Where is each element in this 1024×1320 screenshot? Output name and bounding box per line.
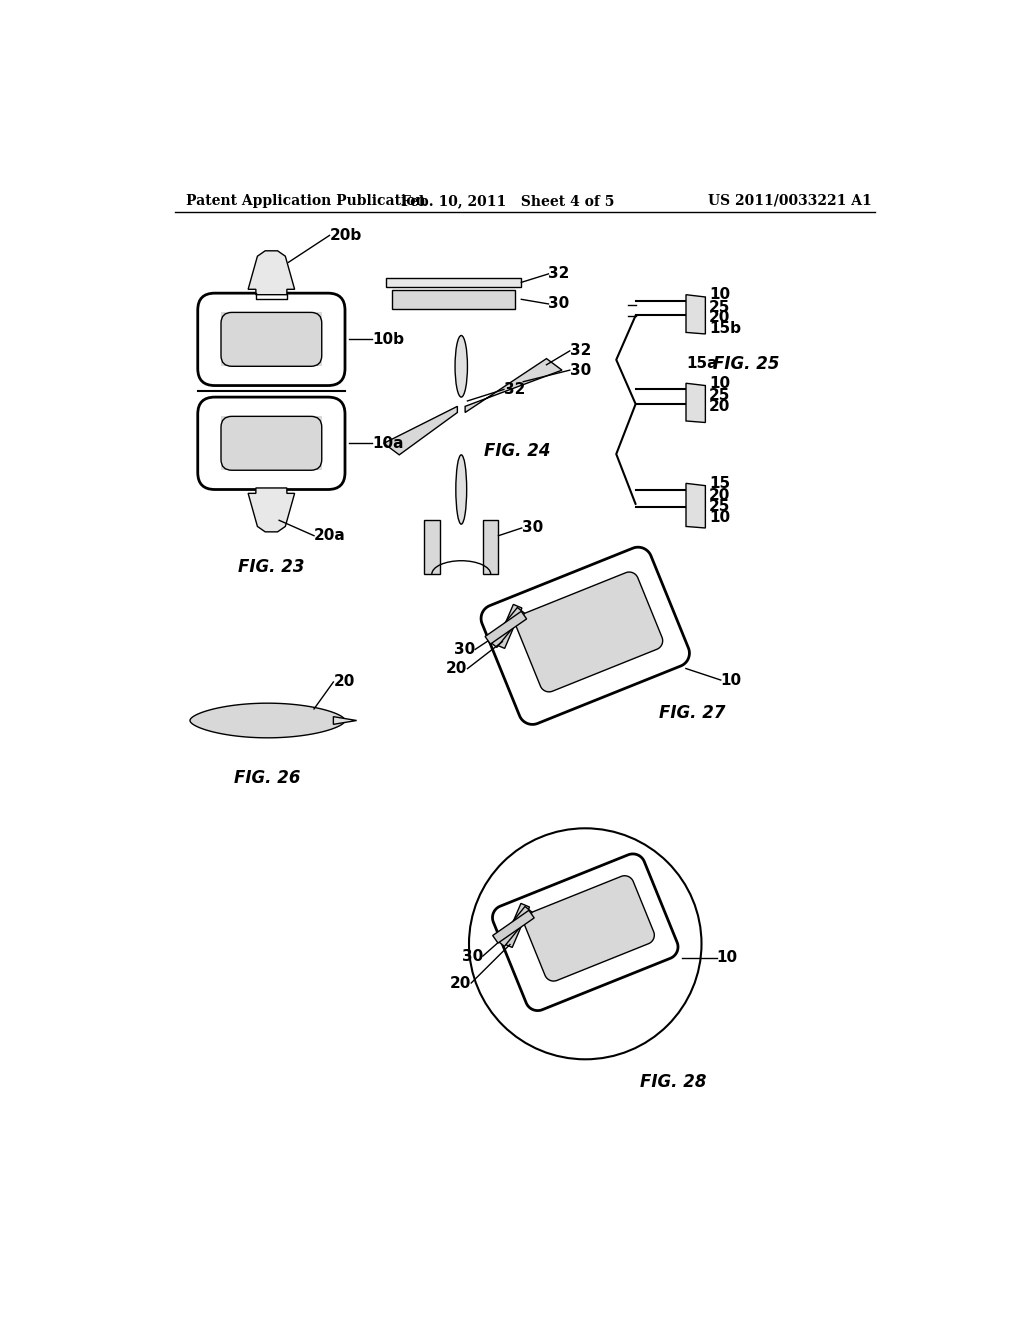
Text: 32: 32 — [569, 343, 591, 359]
Polygon shape — [493, 854, 678, 1011]
Text: 15: 15 — [710, 475, 730, 491]
Polygon shape — [481, 548, 689, 725]
Text: 25: 25 — [710, 499, 731, 513]
Polygon shape — [334, 717, 356, 725]
Text: 30: 30 — [521, 520, 543, 536]
Polygon shape — [384, 407, 458, 455]
FancyBboxPatch shape — [198, 293, 345, 385]
Text: 15a: 15a — [686, 356, 718, 371]
Text: FIG. 26: FIG. 26 — [234, 770, 301, 787]
Polygon shape — [498, 907, 532, 946]
Polygon shape — [485, 611, 526, 644]
Text: 10: 10 — [710, 376, 730, 391]
Text: 10a: 10a — [372, 436, 403, 451]
Text: 20: 20 — [710, 310, 731, 325]
Bar — [386, 277, 521, 286]
Text: FIG. 24: FIG. 24 — [484, 442, 551, 459]
Polygon shape — [496, 605, 522, 648]
Text: 20: 20 — [710, 399, 731, 414]
Polygon shape — [493, 911, 535, 942]
Text: 20b: 20b — [330, 228, 361, 243]
Bar — [483, 520, 499, 574]
Text: Feb. 10, 2011   Sheet 4 of 5: Feb. 10, 2011 Sheet 4 of 5 — [401, 194, 614, 207]
Text: 20a: 20a — [314, 528, 346, 544]
Text: 32: 32 — [549, 267, 569, 281]
Bar — [221, 416, 322, 470]
Bar — [392, 290, 515, 309]
Bar — [392, 290, 515, 309]
Text: 30: 30 — [454, 642, 475, 657]
Polygon shape — [248, 488, 295, 532]
Text: FIG. 25: FIG. 25 — [713, 355, 779, 372]
Ellipse shape — [455, 335, 467, 397]
Polygon shape — [686, 294, 706, 334]
Text: FIG. 27: FIG. 27 — [658, 704, 725, 722]
FancyBboxPatch shape — [198, 397, 345, 490]
Bar — [424, 520, 439, 574]
Circle shape — [469, 829, 701, 1059]
Bar — [483, 520, 499, 574]
Text: 10b: 10b — [372, 331, 404, 347]
Text: 25: 25 — [710, 388, 731, 403]
Text: 30: 30 — [549, 297, 569, 312]
Polygon shape — [524, 875, 654, 981]
Text: 20: 20 — [710, 488, 731, 503]
Text: 15b: 15b — [710, 321, 741, 337]
Polygon shape — [489, 607, 524, 647]
Text: Patent Application Publication: Patent Application Publication — [186, 194, 426, 207]
Text: 20: 20 — [334, 675, 354, 689]
Polygon shape — [686, 483, 706, 528]
Text: 30: 30 — [569, 363, 591, 378]
Polygon shape — [686, 383, 706, 422]
Polygon shape — [515, 572, 663, 692]
Text: 25: 25 — [710, 300, 731, 314]
Polygon shape — [504, 903, 529, 948]
Polygon shape — [248, 251, 295, 294]
Text: US 2011/0033221 A1: US 2011/0033221 A1 — [709, 194, 872, 207]
Text: 20: 20 — [446, 661, 468, 676]
Bar — [221, 313, 322, 367]
Text: FIG. 28: FIG. 28 — [640, 1073, 706, 1092]
Bar — [424, 520, 439, 574]
Text: 20: 20 — [450, 975, 471, 990]
Text: 10: 10 — [710, 510, 730, 525]
Ellipse shape — [456, 455, 467, 524]
Text: 30: 30 — [462, 949, 483, 964]
Text: 10: 10 — [721, 673, 741, 688]
Polygon shape — [190, 704, 345, 738]
Text: 10: 10 — [710, 288, 730, 302]
Polygon shape — [465, 359, 562, 412]
Text: 32: 32 — [504, 381, 525, 397]
Text: FIG. 23: FIG. 23 — [239, 557, 304, 576]
Text: 10: 10 — [717, 950, 737, 965]
